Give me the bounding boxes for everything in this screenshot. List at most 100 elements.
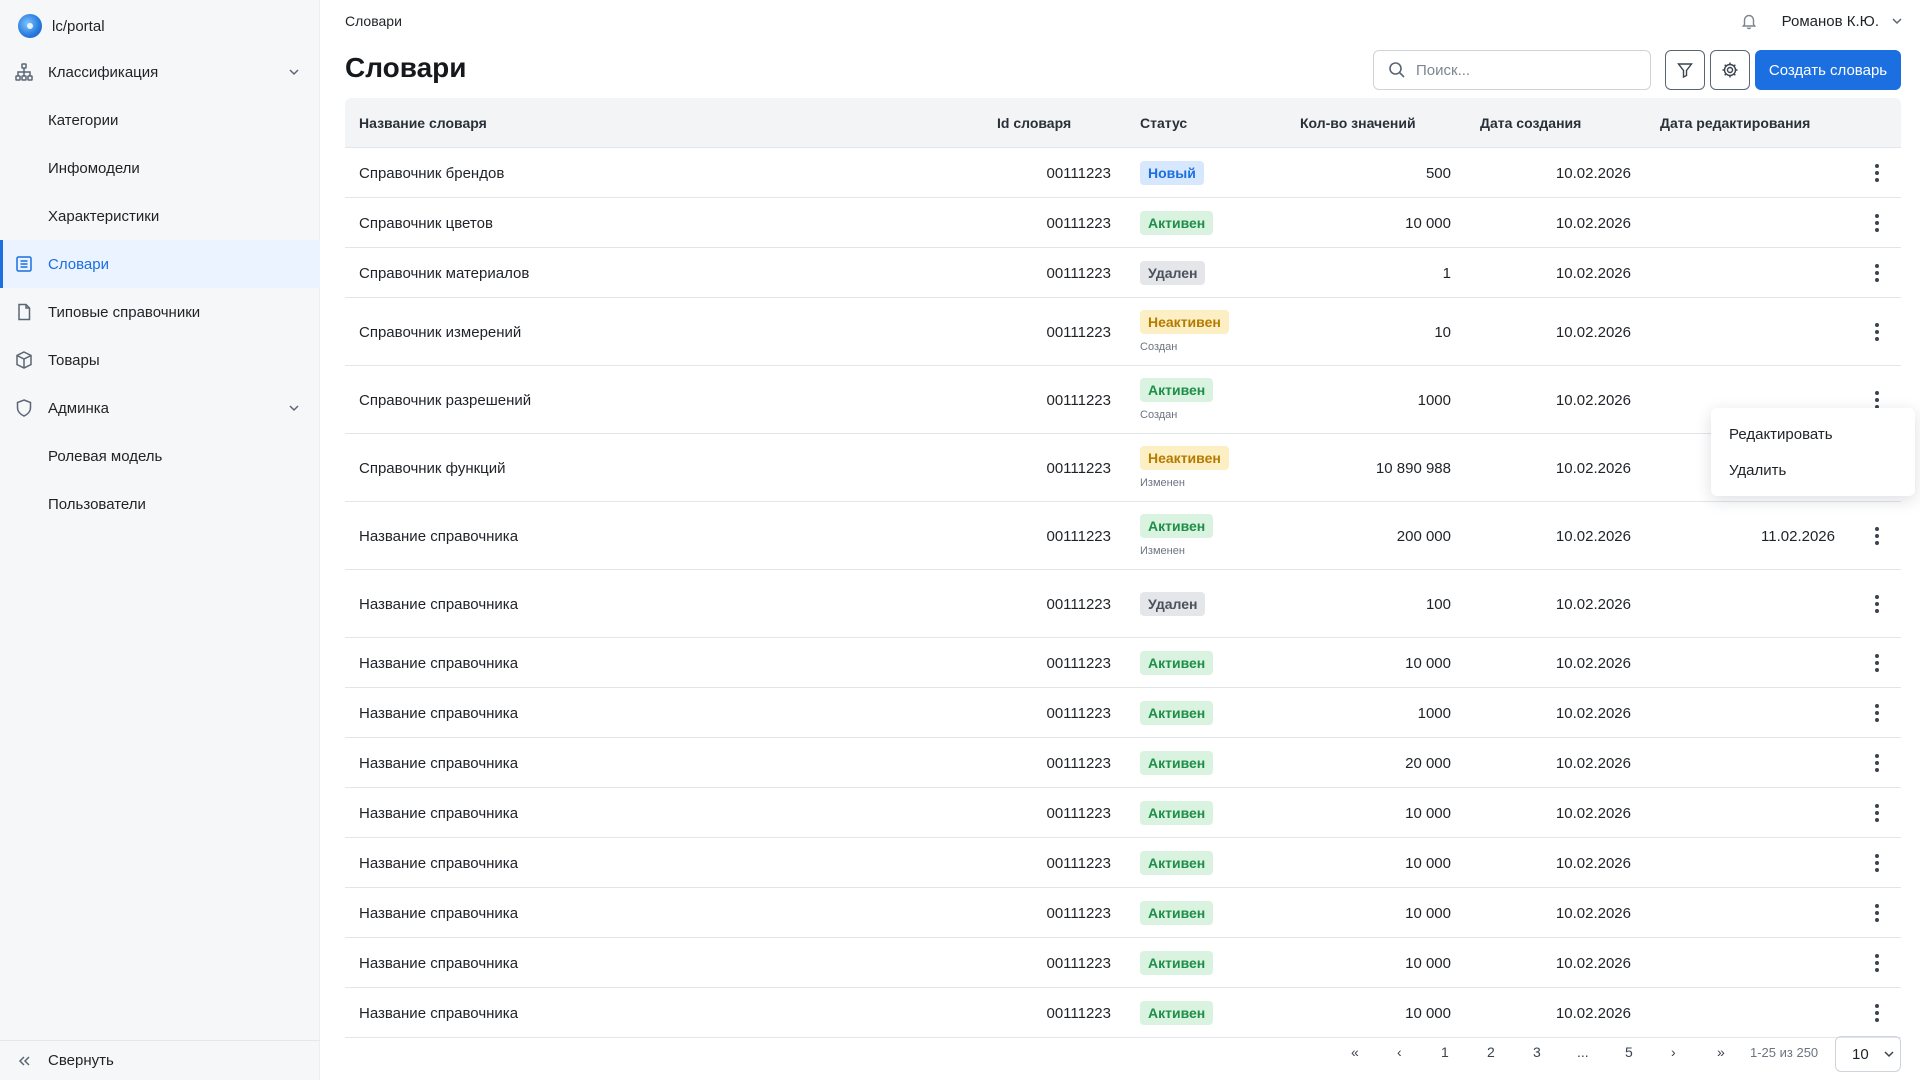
- edited-date: 11.02.2026: [1761, 528, 1835, 545]
- page-size-value: 10: [1852, 1045, 1869, 1063]
- status-badge: Удален: [1140, 592, 1206, 616]
- dictionary-id: 00111223: [1046, 215, 1111, 232]
- status-cell: Активен: [1140, 211, 1214, 235]
- row-actions-button[interactable]: [1869, 901, 1885, 925]
- dictionary-name: Название справочника: [359, 955, 519, 972]
- table-row[interactable]: Справочник разрешений 00111223 Активен Созд…: [345, 366, 1901, 434]
- menu-item-delete[interactable]: Удалить: [1729, 461, 1787, 479]
- table-row[interactable]: Справочник измерений 00111223 Неактивен Соз…: [345, 298, 1901, 366]
- search-box[interactable]: [1373, 50, 1651, 90]
- status-badge: Удален: [1140, 261, 1206, 285]
- column-header[interactable]: Дата редактирования: [1660, 115, 1811, 131]
- bell-icon[interactable]: [1740, 12, 1758, 30]
- table-row[interactable]: Название справочника 00111223 Активен 10 00…: [345, 638, 1901, 688]
- row-actions-button[interactable]: [1869, 801, 1885, 825]
- page-button[interactable]: 1: [1441, 1044, 1449, 1060]
- table-row[interactable]: Название справочника 00111223 Активен 1000 1…: [345, 688, 1901, 738]
- settings-button[interactable]: [1710, 50, 1750, 90]
- row-actions-button[interactable]: [1869, 161, 1885, 185]
- row-actions-button[interactable]: [1869, 851, 1885, 875]
- table-row[interactable]: Справочник функций 00111223 Неактивен Измен…: [345, 434, 1901, 502]
- column-header[interactable]: Название словаря: [359, 115, 487, 131]
- kebab-dot: [1875, 661, 1879, 665]
- cube-icon: [16, 351, 32, 369]
- kebab-dot: [1875, 961, 1879, 965]
- row-actions-button[interactable]: [1869, 261, 1885, 285]
- dictionary-id: 00111223: [1046, 165, 1111, 182]
- kebab-dot: [1875, 754, 1879, 758]
- row-actions-button[interactable]: [1869, 388, 1885, 412]
- table-row[interactable]: Название справочника 00111223 Удален 100 10.…: [345, 570, 1901, 638]
- table-row[interactable]: Справочник брендов 00111223 Новый 500 10.02.…: [345, 148, 1901, 198]
- kebab-dot: [1875, 1004, 1879, 1008]
- table-row[interactable]: Название справочника 00111223 Активен Измен…: [345, 502, 1901, 570]
- page-button[interactable]: 3: [1533, 1044, 1541, 1060]
- kebab-dot: [1875, 214, 1879, 218]
- row-actions-button[interactable]: [1869, 524, 1885, 548]
- values-count: 10: [1434, 324, 1451, 341]
- table-row[interactable]: Название справочника 00111223 Активен 10 00…: [345, 988, 1901, 1038]
- status-cell: Новый: [1140, 161, 1204, 185]
- file-icon: [18, 303, 31, 321]
- sidebar-item-classification[interactable]: Классификация: [0, 48, 320, 96]
- kebab-dot: [1875, 911, 1879, 915]
- sidebar-item-dictionaries[interactable]: Словари: [0, 240, 320, 288]
- sidebar-item-label: Классификация: [48, 63, 159, 81]
- search-input[interactable]: [1416, 61, 1636, 79]
- status-badge: Активен: [1140, 514, 1214, 538]
- sidebar-item-label: Пользователи: [48, 495, 146, 513]
- sidebar-item-categories[interactable]: Категории: [0, 96, 320, 144]
- column-header[interactable]: Id словаря: [997, 115, 1072, 131]
- sidebar-item-characteristics[interactable]: Характеристики: [0, 192, 320, 240]
- create-dictionary-button[interactable]: Создать словарь: [1755, 50, 1901, 90]
- page-size-select[interactable]: 10: [1835, 1036, 1901, 1072]
- logo[interactable]: lc/portal: [18, 14, 105, 38]
- row-actions-button[interactable]: [1869, 211, 1885, 235]
- row-actions-button[interactable]: [1869, 951, 1885, 975]
- row-actions-button[interactable]: [1869, 701, 1885, 725]
- filter-button[interactable]: [1665, 50, 1705, 90]
- table-row[interactable]: Название справочника 00111223 Активен 20 00…: [345, 738, 1901, 788]
- prev-page-button[interactable]: ‹: [1397, 1044, 1402, 1060]
- sidebar-item-role-model[interactable]: Ролевая модель: [0, 432, 320, 480]
- breadcrumb[interactable]: Словари: [345, 13, 402, 29]
- kebab-dot: [1875, 818, 1879, 822]
- column-header[interactable]: Кол-во значений: [1300, 115, 1416, 131]
- table-row[interactable]: Справочник материалов 00111223 Удален 1 10.0…: [345, 248, 1901, 298]
- column-header[interactable]: Дата создания: [1480, 115, 1582, 131]
- row-actions-button[interactable]: [1869, 592, 1885, 616]
- row-actions-button[interactable]: [1869, 651, 1885, 675]
- sidebar-item-admin[interactable]: Админка: [0, 384, 320, 432]
- column-header[interactable]: Статус: [1140, 115, 1188, 131]
- last-page-button[interactable]: »: [1717, 1044, 1725, 1060]
- first-page-button[interactable]: «: [1351, 1044, 1359, 1060]
- table-row[interactable]: Название справочника 00111223 Активен 10 00…: [345, 888, 1901, 938]
- row-actions-button[interactable]: [1869, 1001, 1885, 1025]
- status-cell: Активен: [1140, 851, 1214, 875]
- sidebar-item-users[interactable]: Пользователи: [0, 480, 320, 528]
- status-badge: Активен: [1140, 701, 1214, 725]
- row-actions-button[interactable]: [1869, 751, 1885, 775]
- user-name[interactable]: Романов К.Ю.: [1781, 12, 1879, 30]
- next-page-button[interactable]: ›: [1671, 1044, 1676, 1060]
- row-actions-button[interactable]: [1869, 320, 1885, 344]
- sidebar-item-products[interactable]: Товары: [0, 336, 320, 384]
- dictionary-id: 00111223: [1046, 460, 1111, 477]
- collapse-sidebar-button[interactable]: Свернуть: [0, 1040, 320, 1080]
- kebab-dot: [1875, 541, 1879, 545]
- table-row[interactable]: Справочник цветов 00111223 Активен 10 000 10…: [345, 198, 1901, 248]
- table-row[interactable]: Название справочника 00111223 Активен 10 00…: [345, 838, 1901, 888]
- values-count: 10 000: [1405, 955, 1451, 972]
- table-row[interactable]: Название справочника 00111223 Активен 10 00…: [345, 788, 1901, 838]
- page-button[interactable]: 2: [1487, 1044, 1495, 1060]
- chevron-down-icon[interactable]: [1889, 13, 1905, 29]
- table-row[interactable]: Название справочника 00111223 Активен 10 00…: [345, 938, 1901, 988]
- kebab-dot: [1875, 391, 1879, 395]
- sidebar-item-standard-references[interactable]: Типовые справочники: [0, 288, 320, 336]
- sidebar-item-infomodels[interactable]: Инфомодели: [0, 144, 320, 192]
- page-button[interactable]: 5: [1625, 1044, 1633, 1060]
- menu-item-edit[interactable]: Редактировать: [1729, 425, 1833, 443]
- kebab-dot: [1875, 654, 1879, 658]
- kebab-dot: [1875, 337, 1879, 341]
- dictionary-name: Название справочника: [359, 655, 519, 672]
